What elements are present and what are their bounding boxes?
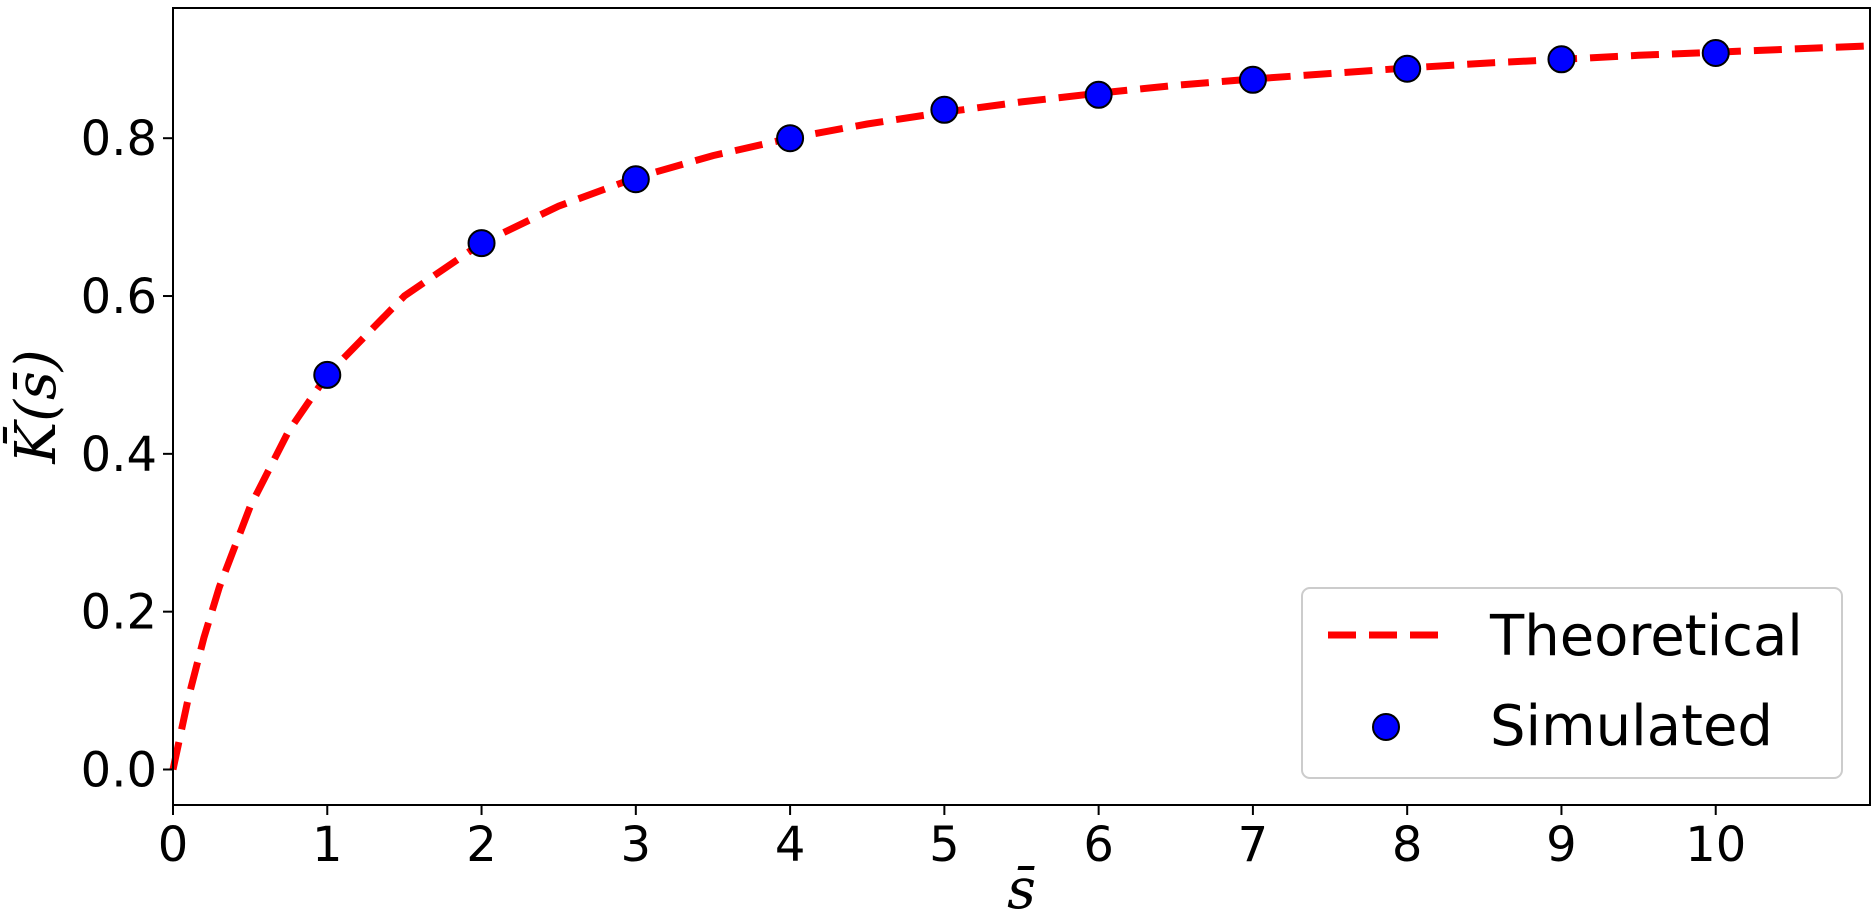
simulated-point bbox=[1084, 80, 1113, 109]
y-tick-label: 0.8 bbox=[81, 111, 157, 167]
simulated-point bbox=[1547, 45, 1576, 74]
simulated-point bbox=[776, 124, 805, 153]
legend: Theoretical Simulated bbox=[1301, 587, 1843, 779]
x-tick-label: 10 bbox=[1685, 817, 1746, 873]
x-tick-label: 2 bbox=[466, 817, 497, 873]
y-tick-label: 0.2 bbox=[81, 585, 157, 641]
plot-frame bbox=[172, 7, 1871, 806]
legend-simulated-swatch bbox=[1372, 713, 1400, 741]
simulated-point bbox=[621, 165, 650, 194]
simulated-point bbox=[930, 95, 959, 124]
simulated-point bbox=[1701, 38, 1730, 67]
simulated-point bbox=[313, 360, 342, 389]
axes: 0 1 2 3 4 5 6 7 8 9 10 0.0 0.2 0.4 0.6 0.8 bbox=[81, 7, 1871, 873]
simulated-point bbox=[467, 229, 496, 258]
x-tick-label: 1 bbox=[312, 817, 343, 873]
simulated-point bbox=[1393, 54, 1422, 83]
y-tick-label: 0.0 bbox=[81, 742, 157, 798]
x-tick-label: 0 bbox=[158, 817, 189, 873]
y-tick-label: 0.6 bbox=[81, 269, 157, 325]
plot-area bbox=[169, 38, 1871, 771]
simulated-point bbox=[1238, 65, 1267, 94]
legend-simulated-label: Simulated bbox=[1490, 694, 1773, 759]
x-tick-label: 5 bbox=[929, 817, 960, 873]
y-axis-label: K̄(s̄) bbox=[2, 349, 69, 464]
x-tick-label: 9 bbox=[1546, 817, 1577, 873]
x-tick-label: 7 bbox=[1238, 817, 1269, 873]
x-axis-label: s̄ bbox=[1007, 857, 1036, 921]
x-tick-label: 6 bbox=[1083, 817, 1114, 873]
y-tick-label: 0.4 bbox=[81, 427, 157, 483]
x-tick-label: 3 bbox=[621, 817, 652, 873]
x-tick-label: 4 bbox=[775, 817, 806, 873]
legend-theoretical-label: Theoretical bbox=[1489, 604, 1803, 669]
theoretical-curve bbox=[169, 42, 1871, 771]
x-tick-label: 8 bbox=[1392, 817, 1423, 873]
